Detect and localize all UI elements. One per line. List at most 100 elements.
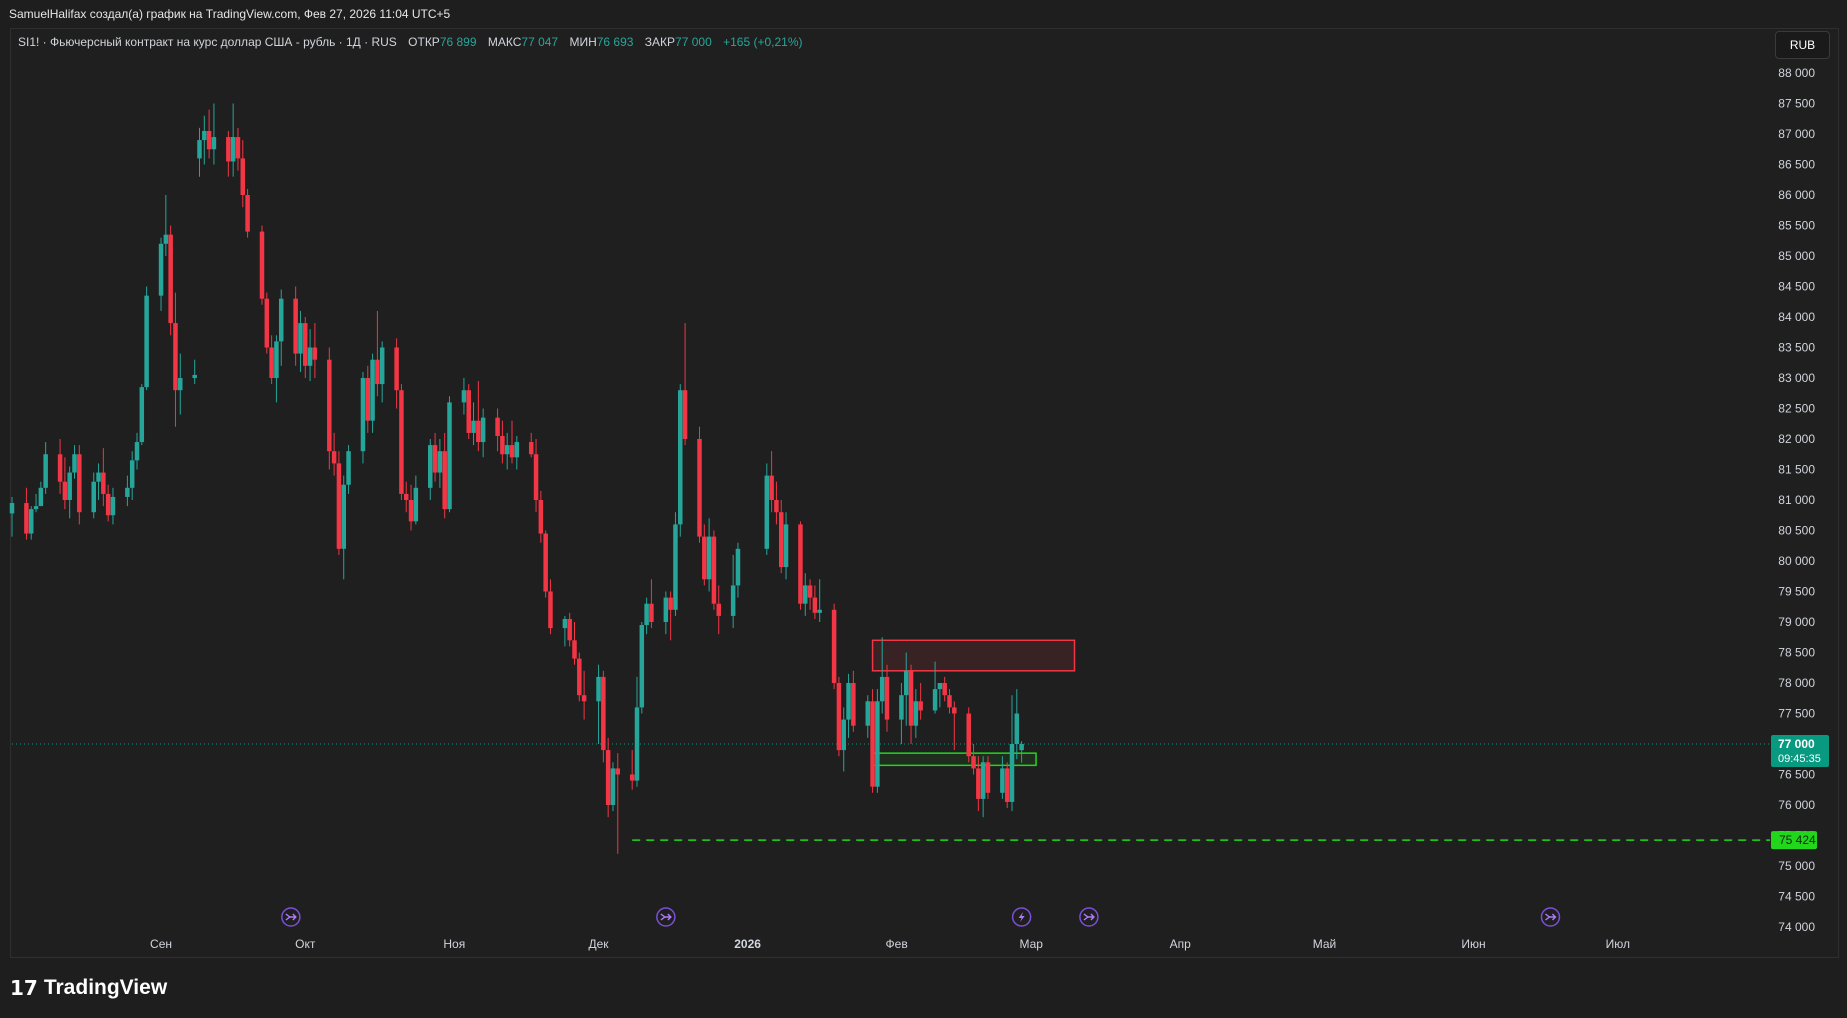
candle-body [596, 676, 601, 702]
candle-body [1014, 713, 1020, 744]
candle [774, 481, 779, 525]
candle [875, 689, 880, 793]
candle-body [96, 472, 101, 482]
candle [96, 463, 101, 500]
candle [163, 195, 169, 256]
candle [403, 481, 409, 513]
candle [105, 484, 111, 522]
candle [110, 487, 116, 525]
candle [211, 103, 217, 165]
candle [62, 457, 68, 510]
legend-close-value: 77 000 [675, 35, 712, 49]
candle [134, 432, 140, 470]
candle [269, 335, 274, 385]
support-price-tag [1771, 831, 1817, 850]
candle [913, 689, 919, 738]
candle [28, 506, 34, 540]
candle-body [899, 695, 904, 720]
tradingview-logo[interactable]: 17 TradingView [10, 975, 167, 1001]
candle [346, 445, 351, 494]
legend-change: +165 (+0,21%) [723, 35, 803, 49]
candle-body [985, 762, 991, 793]
candle-body [668, 597, 673, 610]
candle-body [476, 420, 481, 443]
legend-high-label: МАКС [487, 35, 522, 49]
candle-body [903, 670, 909, 696]
candle-body [495, 417, 500, 436]
candle [336, 451, 342, 555]
candle-body [783, 524, 789, 568]
candle [730, 554, 736, 629]
candle [139, 384, 145, 446]
candle-body [375, 359, 380, 385]
candle-body [230, 137, 236, 162]
candle [899, 683, 904, 744]
chart-frame[interactable] [10, 28, 1839, 958]
candle-body [634, 707, 640, 781]
candle-body [601, 676, 606, 751]
candle [1019, 741, 1024, 763]
candle [1004, 762, 1010, 809]
candle-body [610, 768, 616, 805]
candle-body [836, 683, 842, 751]
legend-low-value: 76 693 [596, 35, 634, 49]
candle-body [67, 472, 72, 500]
candle-body [706, 536, 712, 580]
candle-body [562, 618, 568, 629]
candle-body [432, 445, 438, 473]
candle-body [158, 243, 164, 296]
candle [918, 683, 923, 720]
candle [644, 597, 649, 635]
candle [841, 707, 846, 772]
candle [716, 585, 721, 635]
candle-body [447, 402, 452, 510]
support-price-value: 75 424 [1779, 833, 1816, 847]
candle [24, 487, 29, 540]
candle [846, 673, 851, 738]
candle-body [673, 524, 678, 610]
candle-body [769, 475, 774, 500]
candle-body [543, 533, 548, 592]
candle-body [702, 536, 707, 580]
candle [601, 670, 606, 763]
candle-body [908, 670, 914, 726]
candle-body [932, 689, 938, 711]
candle [240, 140, 246, 208]
candle [567, 612, 572, 647]
candle-body [711, 536, 717, 604]
candle-body [980, 762, 986, 799]
candle [341, 475, 346, 580]
candle-body [38, 487, 44, 507]
candle [702, 524, 707, 586]
candle-body [629, 774, 635, 781]
candle-body [649, 603, 654, 622]
candle [629, 750, 635, 790]
candle [634, 676, 640, 787]
candle [480, 408, 486, 458]
candle-body [1004, 768, 1010, 802]
candle-body [567, 618, 572, 641]
chart-credit: SamuelHalifax создал(а) график на Tradin… [9, 7, 451, 21]
candle-body [28, 509, 34, 534]
price-axis-label: 83 000 [1778, 371, 1815, 385]
candle-body [639, 625, 645, 708]
legend-high-value: 77 047 [521, 35, 559, 49]
candle-body [764, 475, 770, 549]
candle [447, 396, 452, 513]
candle-body [538, 500, 544, 534]
candle-body [346, 451, 351, 485]
candle-body [461, 390, 467, 403]
candle [615, 753, 621, 854]
currency-button[interactable]: RUB [1775, 31, 1830, 59]
symbol-legend: SI1! · Фьючерсный контракт на курс долла… [18, 35, 802, 49]
candle [1000, 756, 1005, 799]
candle [495, 408, 500, 452]
candle-body [202, 130, 207, 141]
candle [783, 512, 789, 580]
candle [259, 225, 265, 305]
candle-body [206, 130, 212, 150]
candle-body [466, 390, 471, 433]
price-axis-label: 80 500 [1778, 524, 1815, 538]
candle [278, 289, 284, 366]
